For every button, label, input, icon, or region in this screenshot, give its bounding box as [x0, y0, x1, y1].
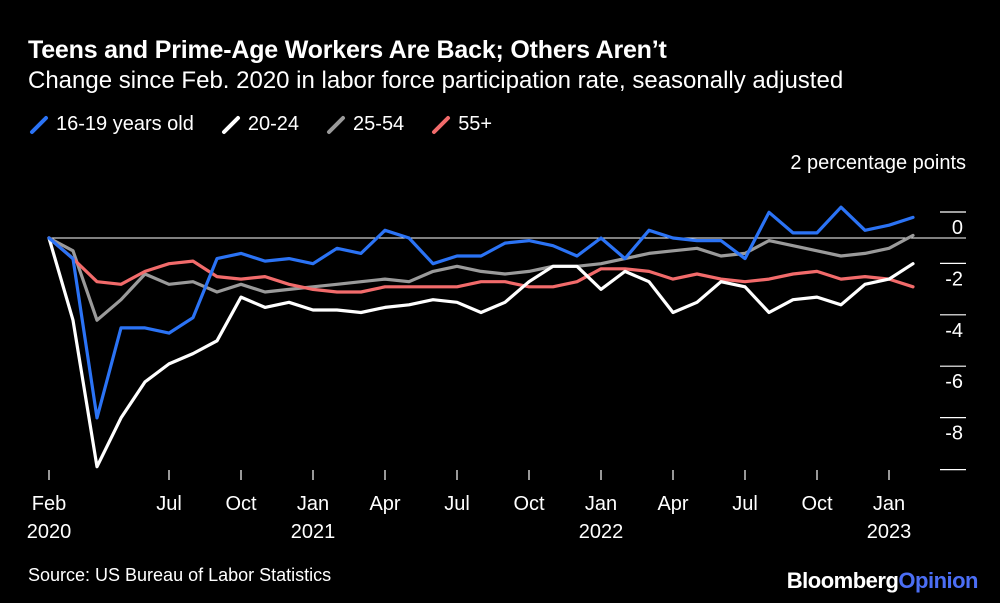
legend-item-20-24: 20-24 — [220, 113, 299, 136]
brand-part-2: Opinion — [898, 568, 978, 593]
legend-swatch-55plus — [432, 115, 451, 134]
y-tick-label: 0 — [952, 217, 963, 239]
legend-item-25-54: 25-54 — [325, 113, 404, 136]
x-tick-label: Apr — [369, 493, 400, 515]
y-tick-label: -6 — [945, 371, 963, 393]
y-tick-label: -4 — [945, 320, 963, 342]
series-line-20-24 — [47, 236, 915, 469]
series-line-55plus — [47, 236, 915, 294]
chart-title: Teens and Prime-Age Workers Are Back; Ot… — [28, 36, 667, 64]
x-tick-label: Jan — [297, 493, 329, 515]
legend-swatch-20-24 — [221, 115, 240, 134]
x-tick-label: Jul — [444, 493, 470, 515]
legend: 16-19 years old 20-24 25-54 55+ — [28, 113, 518, 136]
x-tick-year-label: 2021 — [291, 521, 336, 543]
x-tick-year-label: 2022 — [579, 521, 624, 543]
y-tick-label: -2 — [945, 268, 963, 290]
x-tick-label: Apr — [657, 493, 688, 515]
series-line-25-54 — [47, 233, 915, 322]
x-tick-label: Oct — [801, 493, 833, 515]
legend-label-teens: 16-19 years old — [56, 113, 194, 135]
legend-label-55plus: 55+ — [458, 113, 493, 135]
x-tick-label: Jan — [873, 493, 905, 515]
legend-swatch-25-54 — [327, 115, 346, 134]
legend-swatch-teens — [30, 115, 48, 134]
x-tick-label: Oct — [513, 493, 545, 515]
y-axis-unit-label: 2 percentage points — [790, 152, 966, 174]
legend-label-20-24: 20-24 — [247, 113, 300, 135]
x-tick-label: Jul — [732, 493, 758, 515]
x-tick-label: Feb — [32, 493, 66, 515]
source-note: Source: US Bureau of Labor Statistics — [28, 565, 332, 585]
x-tick-label: Jul — [156, 493, 182, 515]
brand-part-1: Bloomberg — [786, 568, 899, 593]
series-line-16-19 — [47, 205, 915, 420]
legend-item-teens: 16-19 years old — [28, 113, 194, 136]
y-tick-label: -8 — [945, 423, 963, 445]
x-tick-year-label: 2020 — [27, 521, 72, 543]
legend-item-55plus: 55+ — [430, 113, 492, 136]
x-tick-label: Oct — [225, 493, 257, 515]
brand-logo: BloombergOpinion — [786, 568, 979, 594]
legend-label-25-54: 25-54 — [353, 113, 405, 135]
x-tick-year-label: 2023 — [867, 521, 912, 543]
x-tick-label: Jan — [585, 493, 617, 515]
chart-subtitle: Change since Feb. 2020 in labor force pa… — [28, 67, 844, 94]
